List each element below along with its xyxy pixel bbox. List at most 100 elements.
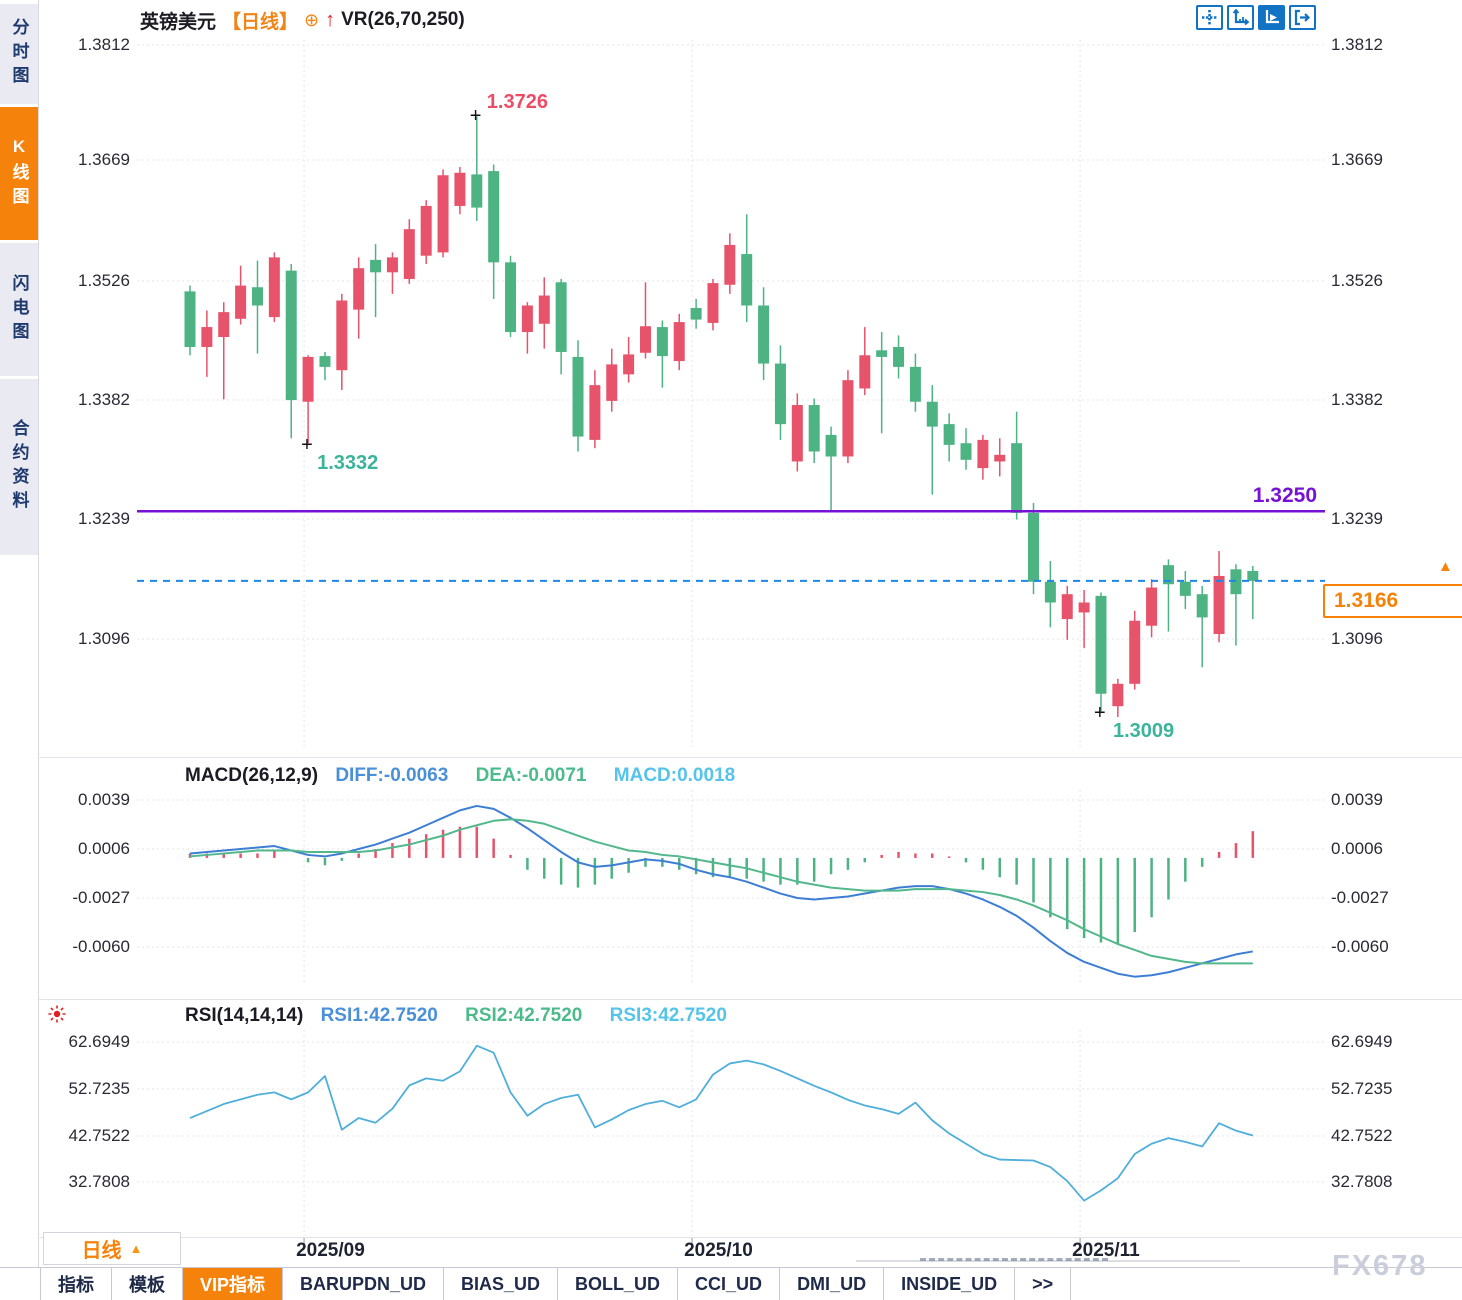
candle-body	[420, 205, 432, 256]
y-axis-label: 1.3382	[78, 390, 130, 409]
crosshair-icon	[1202, 10, 1217, 25]
candle-body	[926, 401, 938, 427]
rsi-indicator-name: RSI(14,14,14)	[185, 1005, 304, 1026]
y-axis-label: 1.3669	[78, 150, 130, 169]
sidebar-tab-2[interactable]: K线图	[0, 107, 38, 240]
candle-body	[791, 405, 803, 462]
candle-body	[842, 380, 854, 457]
bottom-tab-5[interactable]: BIAS_UD	[444, 1268, 559, 1300]
candle-body	[808, 405, 820, 452]
candle-body	[656, 327, 668, 357]
bottom-tab-9[interactable]: INSIDE_UD	[884, 1268, 1016, 1300]
candle-body	[302, 356, 314, 402]
axis-scale-icon	[1232, 9, 1249, 26]
y-axis-label: 1.3526	[1331, 271, 1383, 290]
period-selector[interactable]: 日线 ▲	[43, 1232, 181, 1265]
bottom-tab-4[interactable]: BARUPDN_UD	[283, 1268, 445, 1300]
candle-body	[251, 287, 263, 306]
candle-body	[994, 454, 1006, 462]
y-axis-label: 1.3239	[1331, 509, 1383, 528]
rsi1-value: RSI1:42.7520	[320, 1005, 438, 1026]
y-axis-label: 1.3812	[1331, 35, 1383, 54]
candle-body	[606, 364, 618, 401]
candle-body	[201, 327, 213, 347]
sidebar-tab-3[interactable]: 闪电图	[0, 243, 38, 376]
rsi2-value: RSI2:42.7520	[465, 1005, 583, 1026]
candle-body	[437, 175, 449, 253]
sidebar-tab-1[interactable]: 分时图	[0, 4, 38, 104]
y-axis-label: 1.3096	[1331, 629, 1383, 648]
exit-marker-tool-button[interactable]	[1289, 5, 1316, 30]
y-axis-label: 1.3526	[78, 271, 130, 290]
left-sidebar: 分时图 K线图 闪电图 合约资料	[0, 0, 39, 1268]
candle-body	[960, 443, 972, 460]
y-axis-label: 0.0039	[78, 790, 130, 809]
y-axis-label: 1.3096	[78, 629, 130, 648]
y-axis-label: 1.3669	[1331, 150, 1383, 169]
bottom-tab-7[interactable]: CCI_UD	[678, 1268, 781, 1300]
scrollbar-handle[interactable]	[920, 1258, 1108, 1261]
macd-dea-value: DEA:-0.0071	[475, 765, 587, 786]
candle-body	[1162, 565, 1174, 585]
candle-body	[1196, 594, 1208, 618]
candle-body	[876, 350, 888, 357]
rsi-header: RSI(14,14,14) RSI1:42.7520 RSI2:42.7520 …	[185, 1005, 727, 1027]
candle-body	[353, 268, 365, 310]
y-axis-label: 0.0006	[1331, 839, 1383, 858]
candle-body	[403, 229, 415, 279]
period-tag: 【日线】	[222, 11, 299, 33]
period-selector-triangle-icon: ▲	[129, 1241, 143, 1256]
axis-scale-tool-button[interactable]	[1227, 5, 1254, 30]
candle-body	[1078, 602, 1090, 613]
candle-body	[707, 283, 719, 323]
candle-body	[1095, 595, 1107, 694]
alert-sun-icon[interactable]	[47, 1004, 67, 1024]
candle-body	[977, 439, 989, 469]
period-selector-label: 日线	[81, 1240, 122, 1262]
y-axis-label: -0.0027	[72, 888, 130, 907]
candle-body	[471, 174, 483, 208]
sep-low-annotation: 1.3332	[317, 452, 379, 475]
candle-body	[370, 259, 382, 273]
last-price-tag: 1.3166	[1323, 584, 1462, 618]
bottom-tab-2[interactable]: 模板	[112, 1268, 183, 1300]
candle-body	[336, 300, 348, 371]
candle-body	[774, 363, 786, 425]
support-line-label: 1.3250	[1252, 484, 1317, 508]
y-axis-label: -0.0060	[1331, 937, 1389, 956]
bottom-tab-1[interactable]: 指标	[40, 1268, 112, 1300]
y-axis-label: 52.7235	[1331, 1079, 1393, 1098]
bottom-tab-8[interactable]: DMI_UD	[780, 1268, 885, 1300]
candle-body	[623, 354, 635, 375]
watermark: FX678	[1332, 1250, 1428, 1282]
axis-play-tool-button[interactable]	[1258, 5, 1285, 30]
y-axis-label: 62.6949	[68, 1032, 130, 1051]
candle-body	[1011, 443, 1023, 513]
macd-indicator-name: MACD(26,12,9)	[185, 765, 319, 786]
high-marker-plus: +	[469, 105, 482, 128]
panel-separator	[38, 757, 1462, 758]
nov-low-annotation: 1.3009	[1112, 720, 1175, 743]
candle-body	[1112, 683, 1124, 707]
circle-plus-icon[interactable]: ⊕	[304, 9, 320, 30]
candle-body	[555, 282, 567, 352]
panel-separator	[38, 999, 1462, 1000]
bottom-tab-3[interactable]: VIP指标	[183, 1268, 284, 1300]
sidebar-tab-4[interactable]: 合约资料	[0, 379, 38, 555]
candle-body	[943, 424, 955, 445]
y-axis-label: 1.3812	[78, 35, 130, 54]
y-axis-label: 0.0006	[78, 839, 130, 858]
bottom-tab-10[interactable]: >>	[1015, 1268, 1072, 1300]
candle-body	[285, 270, 297, 401]
candle-body	[909, 366, 921, 402]
candle-body	[1061, 594, 1073, 620]
bottom-tab-6[interactable]: BOLL_UD	[558, 1268, 679, 1300]
y-axis-label: 0.0039	[1331, 790, 1383, 809]
y-axis-label: -0.0027	[1331, 888, 1389, 907]
y-axis-label: 52.7235	[68, 1079, 130, 1098]
crosshair-tool-button[interactable]	[1196, 5, 1223, 30]
candle-body	[673, 322, 685, 362]
candle-body	[235, 285, 247, 319]
scrollbar-track[interactable]	[856, 1260, 1240, 1262]
